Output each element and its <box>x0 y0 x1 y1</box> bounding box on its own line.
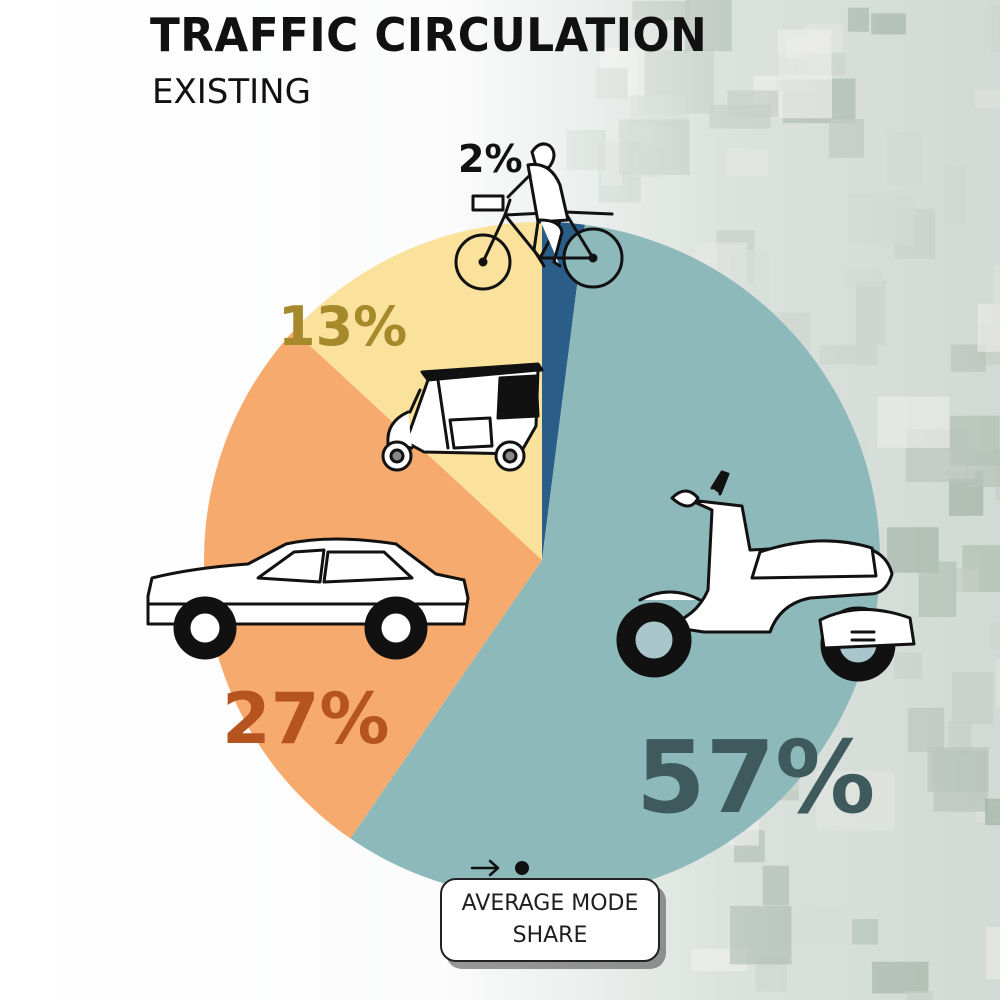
slice-label-car: 27% <box>222 678 390 760</box>
auto-rickshaw-icon <box>381 362 544 472</box>
mode-share-note: AVERAGE MODE SHARE <box>440 878 660 962</box>
slice-label-auto-rickshaw: 13% <box>278 295 408 358</box>
bicycle-icon <box>454 142 624 291</box>
page-subtitle: EXISTING <box>152 72 311 112</box>
legend-pointer-icon <box>470 859 529 877</box>
slice-label-bicycle: 2% <box>458 137 523 181</box>
pie-slice-two-wheeler <box>350 224 881 899</box>
page-title: TRAFFIC CIRCULATION <box>150 8 708 62</box>
pie-slice-bicycle <box>542 222 585 560</box>
car-icon <box>146 537 470 660</box>
slice-label-two-wheeler: 57% <box>636 719 876 836</box>
scooter-icon <box>616 470 916 682</box>
mode-share-note-text: AVERAGE MODE SHARE <box>461 891 639 948</box>
pie-slice-auto-rickshaw <box>293 222 542 560</box>
